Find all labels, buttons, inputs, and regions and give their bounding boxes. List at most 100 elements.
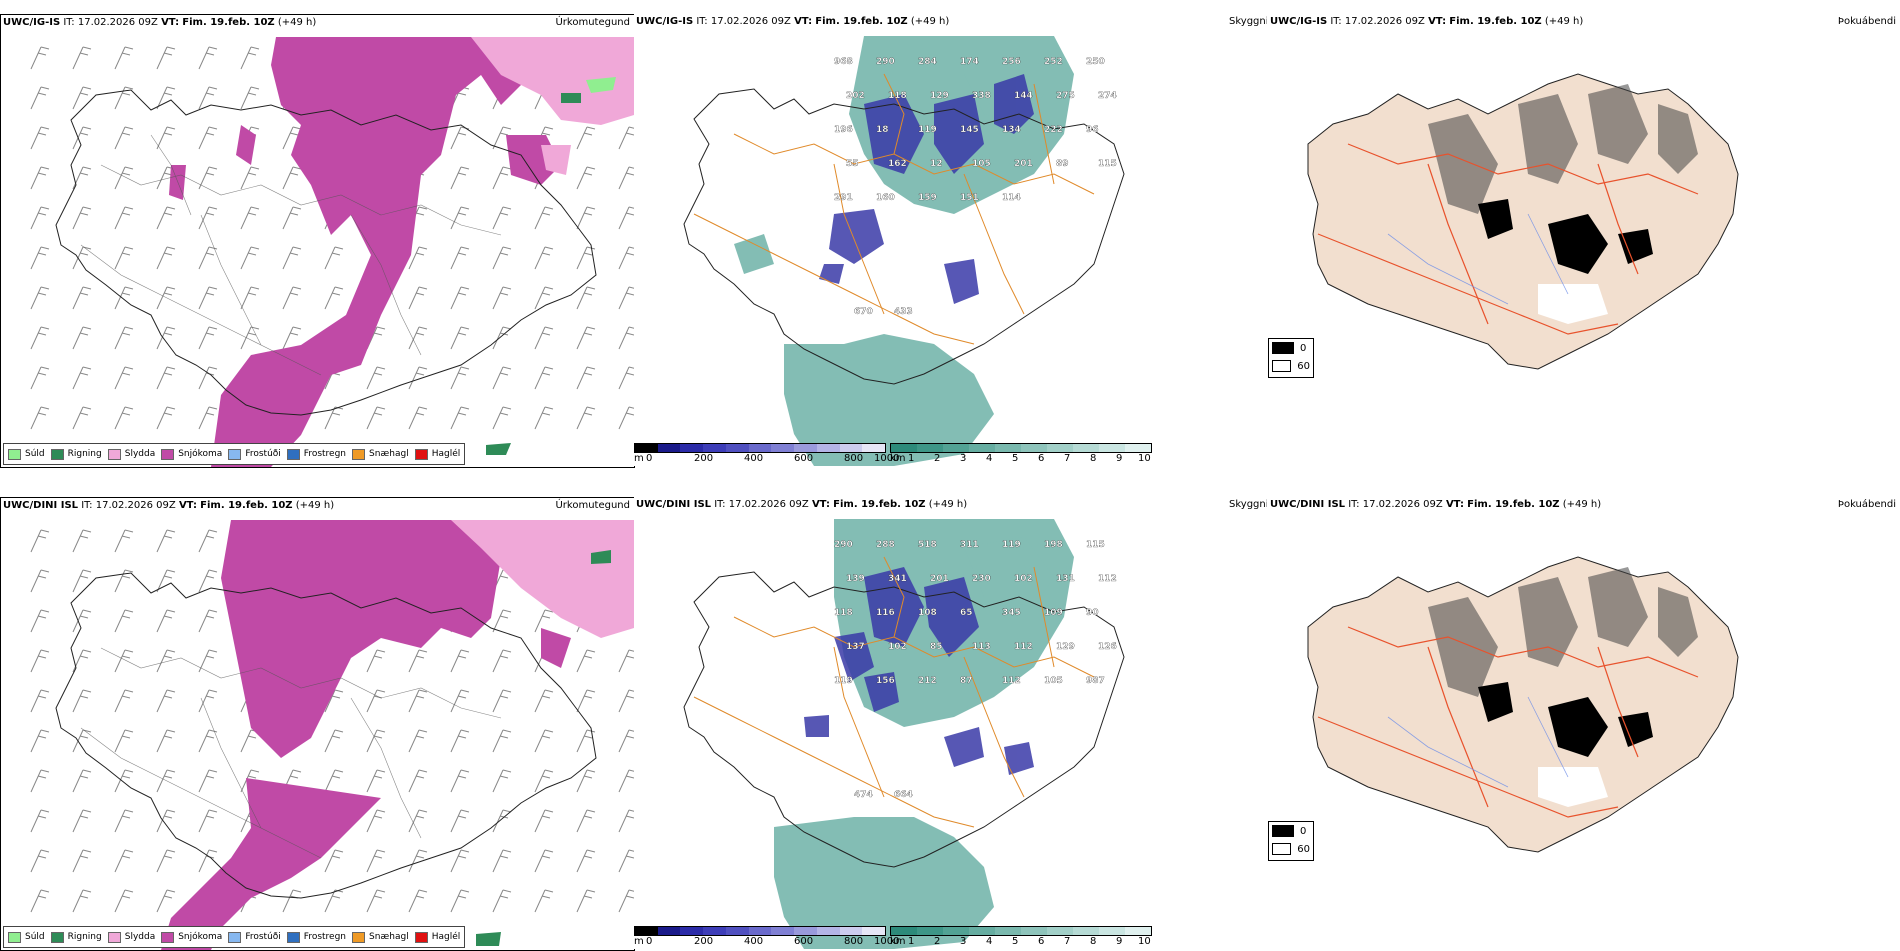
wind-barb (156, 889, 176, 913)
wind-barb (114, 889, 134, 913)
wind-barb (72, 206, 92, 230)
snow-areas (169, 37, 561, 467)
wind-barb (72, 649, 92, 673)
wind-barb (324, 286, 344, 310)
wind-barb (408, 286, 428, 310)
visibility-value: 222 (1044, 125, 1063, 135)
wind-barb (156, 569, 176, 593)
wind-barb (114, 326, 134, 350)
iceland-outline (683, 88, 1125, 385)
legend-label: Snjókoma (178, 932, 223, 942)
wind-barb (240, 326, 260, 350)
wind-barb (534, 286, 554, 310)
wind-barb (492, 729, 512, 753)
wind-barb (72, 366, 92, 390)
wind-barb (492, 849, 512, 873)
fog-panel-row1: UWC/IG-IS IT: 17.02.2026 09Z VT: Fim. 19… (1268, 14, 1900, 466)
wind-barb (576, 326, 596, 350)
wind-barb (72, 126, 92, 150)
visibility-value: 85 (930, 642, 943, 652)
colorbar-segment (725, 927, 749, 935)
wind-barb (576, 166, 596, 190)
header-row2-vis: UWC/DINI ISL IT: 17.02.2026 09Z VT: Fim.… (636, 499, 968, 510)
roads (80, 647, 502, 859)
wind-barb (408, 649, 428, 673)
visibility-value: 129 (930, 91, 949, 101)
visibility-value: 274 (1098, 91, 1117, 101)
wind-barb (198, 206, 218, 230)
wind-barb (198, 729, 218, 753)
visibility-value: 118 (834, 608, 853, 618)
visibility-value: 160 (876, 193, 895, 203)
wind-barb (72, 569, 92, 593)
visibility-value: 89 (1056, 159, 1069, 169)
wind-barb (492, 689, 512, 713)
wind-barb (576, 769, 596, 793)
drizzle-areas (586, 77, 616, 93)
precip-title-row1: Úrkomutegund (555, 17, 630, 28)
wind-barb (492, 166, 512, 190)
visibility-value: 55 (846, 159, 859, 169)
wind-barb (618, 769, 634, 793)
wind-barb (156, 206, 176, 230)
visibility-value: 664 (894, 790, 913, 800)
wind-barb (240, 286, 260, 310)
legend-label: Rigning (67, 932, 102, 942)
visibility-value: 338 (972, 91, 991, 101)
visibility-value: 290 (834, 540, 853, 550)
wind-barb (198, 46, 218, 70)
visibility-value: 250 (1086, 57, 1105, 67)
header-row1-vis: UWC/IG-IS IT: 17.02.2026 09Z VT: Fim. 19… (636, 16, 950, 27)
wind-barb (324, 849, 344, 873)
wind-barb (240, 46, 260, 70)
header-row2-precip: UWC/DINI ISL IT: 17.02.2026 09Z VT: Fim.… (3, 500, 335, 511)
visibility-value: 174 (960, 57, 979, 67)
legend-item-slydda: Slydda (107, 448, 155, 460)
wind-barb (450, 729, 470, 753)
legend-item-frostúði: Frostúði (228, 448, 281, 460)
wind-barb (72, 406, 92, 430)
wind-barb (114, 649, 134, 673)
visibility-value: 105 (972, 159, 991, 169)
wind-barb (114, 246, 134, 270)
wind-barb (30, 286, 50, 310)
colorbar-segment (1047, 444, 1073, 452)
wind-barb (30, 86, 50, 110)
visibility-value: 201 (930, 574, 949, 584)
wind-barb (72, 889, 92, 913)
colorbar-segment (635, 444, 658, 452)
wind-barb (450, 809, 470, 833)
colorbar-segment (1021, 927, 1047, 935)
wind-barb (198, 166, 218, 190)
legend-item-súld: Súld (8, 931, 45, 943)
visibility-value: 114 (1002, 193, 1021, 203)
header-row1-fog: UWC/IG-IS IT: 17.02.2026 09Z VT: Fim. 19… (1270, 16, 1584, 27)
visibility-value: 341 (888, 574, 907, 584)
wind-barb (534, 729, 554, 753)
wind-barb (30, 849, 50, 873)
wind-barb (72, 689, 92, 713)
legend-item-snjókoma: Snjókoma (161, 931, 223, 943)
wind-barb (492, 286, 512, 310)
colorbar-segment (969, 444, 995, 452)
colorbar-segment (862, 927, 886, 935)
wind-barb (156, 849, 176, 873)
wind-barb (366, 849, 386, 873)
visibility-value: 137 (846, 642, 865, 652)
wind-barb (72, 86, 92, 110)
legend-label: Frostúði (245, 449, 281, 459)
wind-barb (282, 166, 302, 190)
wind-barb (114, 206, 134, 230)
colorbar-segment (771, 444, 795, 452)
wind-barb (576, 649, 596, 673)
wind-barb (114, 689, 134, 713)
wind-barb (156, 729, 176, 753)
wind-barb (366, 889, 386, 913)
wind-barb (618, 246, 634, 270)
vis-title-row1: Skyggni (1229, 16, 1267, 27)
legend-swatch (228, 448, 242, 460)
legend-swatch (107, 931, 121, 943)
wind-barb (450, 246, 470, 270)
colorbar-segment (1073, 444, 1099, 452)
wind-barb (114, 769, 134, 793)
